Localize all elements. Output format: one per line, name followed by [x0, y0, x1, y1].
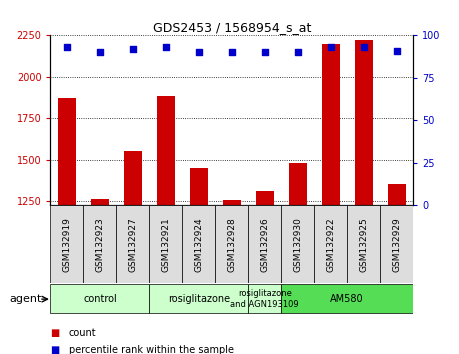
- Point: [63, 45, 71, 50]
- FancyBboxPatch shape: [248, 284, 281, 314]
- Text: agent: agent: [9, 294, 42, 304]
- Text: GSM132925: GSM132925: [359, 217, 368, 272]
- Point: [327, 45, 334, 50]
- Text: percentile rank within the sample: percentile rank within the sample: [69, 346, 234, 354]
- Bar: [289, 163, 307, 205]
- FancyBboxPatch shape: [281, 205, 314, 283]
- Text: rosiglitazone
and AGN193109: rosiglitazone and AGN193109: [230, 290, 299, 309]
- Text: GSM132921: GSM132921: [162, 217, 170, 272]
- Point: [195, 50, 202, 55]
- Text: ■: ■: [50, 346, 60, 354]
- FancyBboxPatch shape: [281, 284, 413, 314]
- Text: GSM132927: GSM132927: [129, 217, 137, 272]
- Bar: [387, 184, 406, 205]
- FancyBboxPatch shape: [50, 205, 84, 283]
- Point: [360, 45, 367, 50]
- Text: AM580: AM580: [330, 294, 364, 304]
- Text: GSM132924: GSM132924: [194, 217, 203, 272]
- Bar: [223, 200, 241, 205]
- FancyBboxPatch shape: [50, 284, 149, 314]
- Title: GDS2453 / 1568954_s_at: GDS2453 / 1568954_s_at: [152, 21, 311, 34]
- Bar: [91, 199, 109, 205]
- FancyBboxPatch shape: [314, 205, 347, 283]
- FancyBboxPatch shape: [149, 284, 248, 314]
- FancyBboxPatch shape: [182, 205, 215, 283]
- Bar: [322, 44, 340, 205]
- Point: [228, 50, 235, 55]
- Bar: [124, 150, 142, 205]
- Text: count: count: [69, 328, 96, 338]
- Text: GSM132926: GSM132926: [260, 217, 269, 272]
- Text: rosiglitazone: rosiglitazone: [168, 294, 230, 304]
- Point: [393, 48, 400, 53]
- Text: GSM132928: GSM132928: [227, 217, 236, 272]
- Bar: [58, 98, 76, 205]
- Bar: [157, 96, 175, 205]
- FancyBboxPatch shape: [215, 205, 248, 283]
- Text: GSM132923: GSM132923: [95, 217, 105, 272]
- FancyBboxPatch shape: [84, 205, 117, 283]
- Text: GSM132919: GSM132919: [62, 217, 72, 272]
- Bar: [355, 40, 373, 205]
- FancyBboxPatch shape: [117, 205, 149, 283]
- Point: [261, 50, 269, 55]
- FancyBboxPatch shape: [380, 205, 413, 283]
- FancyBboxPatch shape: [347, 205, 380, 283]
- Text: GSM132922: GSM132922: [326, 217, 335, 272]
- FancyBboxPatch shape: [149, 205, 182, 283]
- Point: [294, 50, 302, 55]
- Text: GSM132929: GSM132929: [392, 217, 401, 272]
- Bar: [256, 191, 274, 205]
- Text: ■: ■: [50, 328, 60, 338]
- Point: [162, 45, 169, 50]
- Text: GSM132930: GSM132930: [293, 217, 302, 272]
- FancyBboxPatch shape: [248, 205, 281, 283]
- Bar: [190, 168, 208, 205]
- Point: [96, 50, 104, 55]
- Text: control: control: [83, 294, 117, 304]
- Point: [129, 46, 137, 52]
